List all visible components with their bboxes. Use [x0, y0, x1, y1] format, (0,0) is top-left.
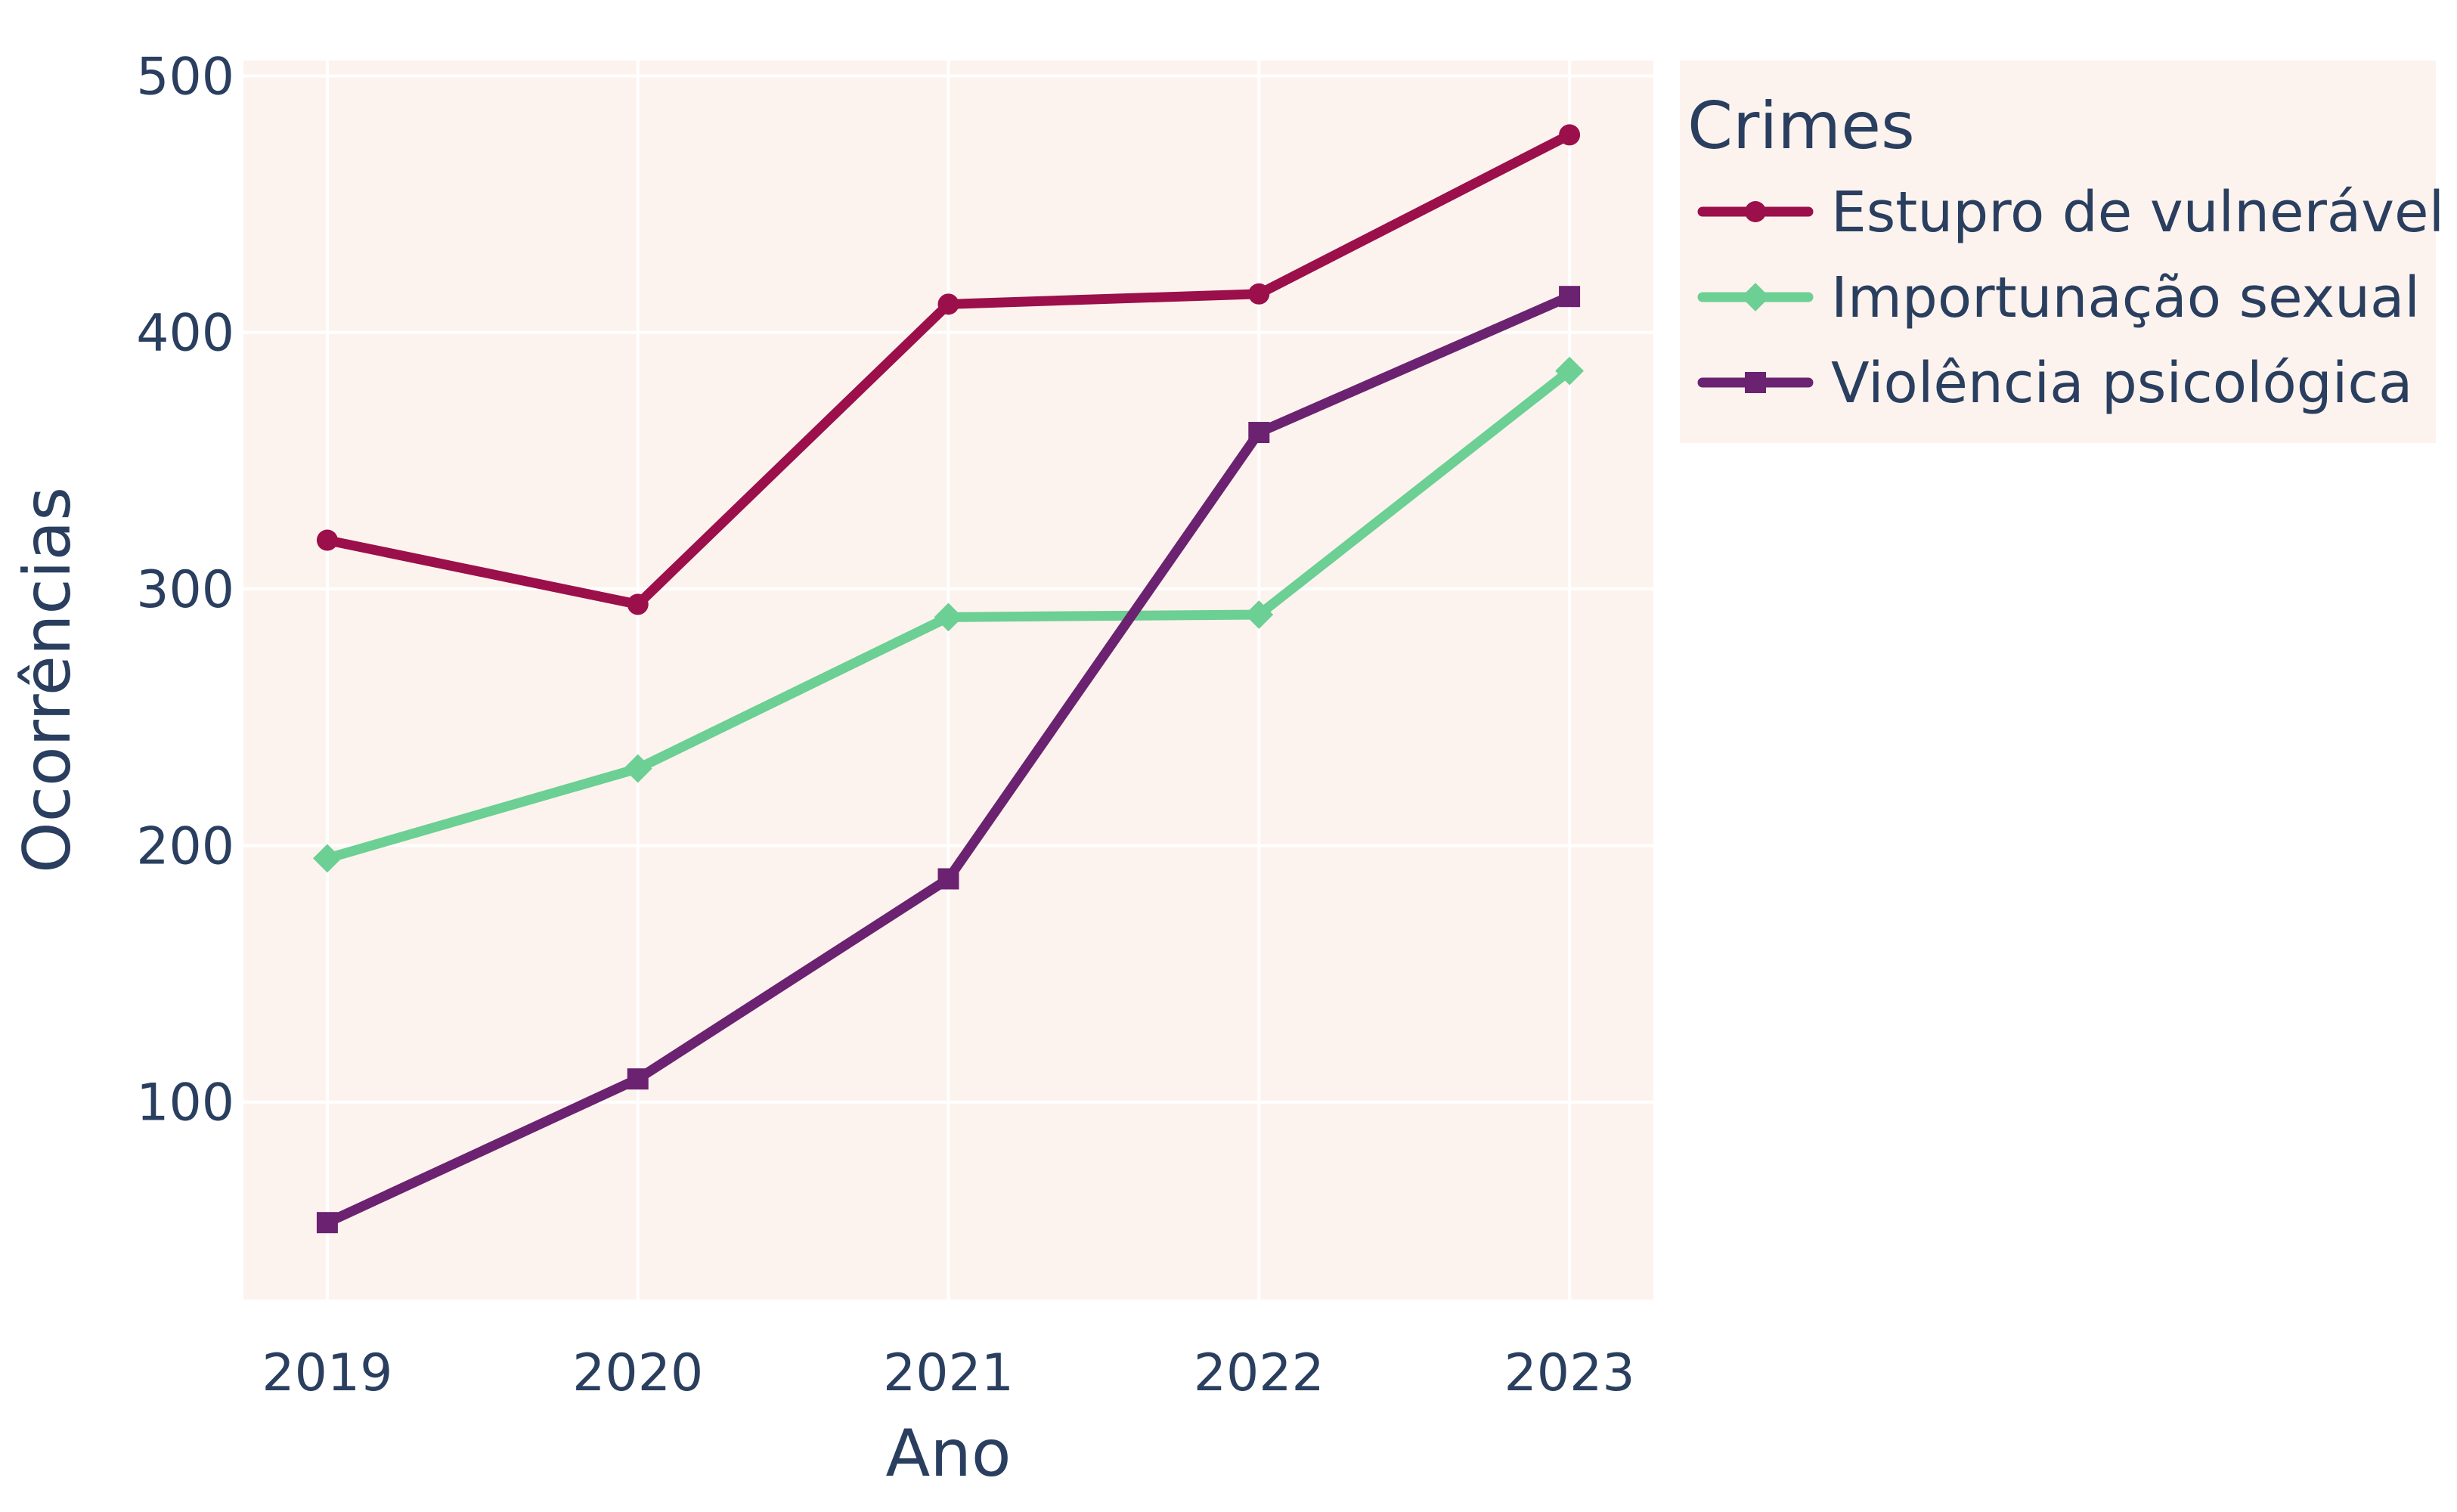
y-tick-label: 200 [136, 816, 234, 876]
x-tick-label: 2022 [1194, 1343, 1325, 1403]
data-point-1 [627, 593, 649, 615]
x-tick-label: 2021 [883, 1343, 1014, 1403]
data-point-1 [1559, 124, 1581, 146]
data-point-3 [937, 868, 959, 890]
x-axis-title: Ano [886, 1416, 1012, 1492]
data-point-3 [627, 1068, 649, 1090]
y-tick-label: 300 [136, 560, 234, 620]
legend-swatch-marker [1745, 201, 1766, 222]
y-axis-ticks: 100 200 300 400 500 [136, 47, 234, 1132]
y-tick-label: 400 [136, 304, 234, 364]
data-point-3 [1559, 286, 1581, 308]
data-point-3 [316, 1212, 338, 1234]
x-axis-ticks: 2019 2020 2021 2022 2023 [262, 1343, 1634, 1403]
legend-items: Estupro de vulnerável Importunação sexual… [1697, 180, 2444, 416]
legend: Crimes Estupro de vulnerável Importunação… [1680, 60, 2444, 443]
series-markers [313, 124, 1584, 1234]
data-point-2 [1555, 356, 1584, 386]
data-point-1 [1248, 283, 1270, 305]
legend-label: Estupro de vulnerável [1831, 180, 2444, 245]
y-tick-label: 100 [136, 1074, 234, 1133]
data-point-1 [316, 529, 338, 551]
y-axis-title: Ocorrências [10, 487, 85, 873]
data-point-3 [1248, 422, 1270, 444]
legend-swatch-marker [1741, 283, 1770, 311]
data-point-2 [1244, 600, 1274, 629]
data-point-2 [623, 754, 652, 783]
y-tick-label: 500 [136, 47, 234, 107]
x-tick-label: 2019 [262, 1343, 392, 1403]
data-point-2 [934, 603, 963, 632]
legend-label: Violência psicológica [1831, 351, 2412, 416]
legend-swatch-marker [1745, 372, 1766, 393]
legend-label: Importunação sexual [1831, 265, 2420, 330]
x-tick-label: 2023 [1504, 1343, 1635, 1403]
legend-title: Crimes [1687, 88, 1915, 164]
data-point-2 [313, 844, 342, 873]
x-tick-label: 2020 [572, 1343, 703, 1403]
grid-lines [243, 60, 1653, 1300]
data-point-1 [937, 293, 959, 315]
